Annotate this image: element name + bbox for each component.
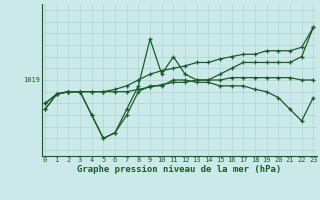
X-axis label: Graphe pression niveau de la mer (hPa): Graphe pression niveau de la mer (hPa): [77, 165, 281, 174]
